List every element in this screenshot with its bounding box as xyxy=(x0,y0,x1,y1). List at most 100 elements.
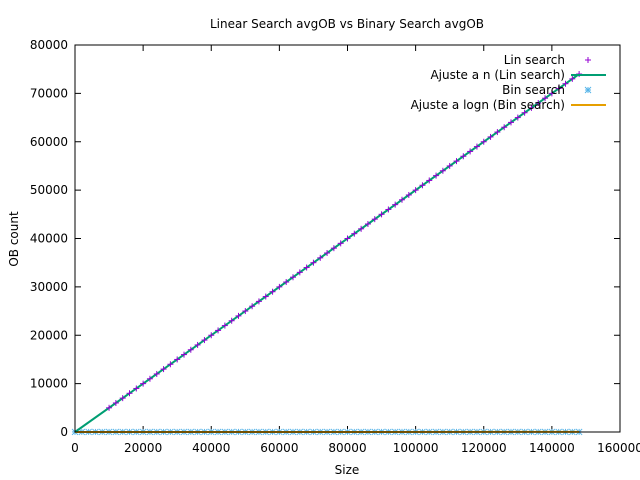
data-point xyxy=(106,404,113,411)
data-point xyxy=(426,177,433,184)
x-tick-label: 60000 xyxy=(260,441,298,455)
data-point xyxy=(412,187,419,194)
legend-key xyxy=(584,86,592,94)
data-point xyxy=(249,303,256,310)
data-point xyxy=(133,385,140,392)
data-point xyxy=(262,293,269,300)
data-point xyxy=(542,95,549,102)
y-tick-label: 80000 xyxy=(30,38,68,52)
data-point xyxy=(521,109,528,116)
x-tick-label: 140000 xyxy=(529,441,575,455)
y-tick-label: 30000 xyxy=(30,280,68,294)
data-point xyxy=(528,104,535,111)
data-point xyxy=(344,235,351,242)
data-point xyxy=(126,390,133,397)
data-point xyxy=(569,75,576,82)
data-point xyxy=(174,356,181,363)
data-point xyxy=(255,298,262,305)
x-tick-label: 0 xyxy=(71,441,79,455)
data-point xyxy=(494,129,501,136)
y-tick-label: 20000 xyxy=(30,328,68,342)
data-point xyxy=(324,250,331,257)
data-point xyxy=(146,375,153,382)
data-point xyxy=(548,90,555,97)
data-point xyxy=(235,312,242,319)
data-point xyxy=(112,399,119,406)
data-point xyxy=(562,80,569,87)
data-point xyxy=(208,332,215,339)
legend-key xyxy=(585,57,591,63)
data-point xyxy=(501,124,508,131)
data-point xyxy=(399,196,405,203)
data-point xyxy=(276,283,283,290)
data-point xyxy=(467,148,474,155)
data-point xyxy=(187,346,194,353)
x-axis-label: Size xyxy=(335,463,360,477)
plot-frame xyxy=(74,44,621,433)
data-point xyxy=(480,138,487,145)
data-point xyxy=(194,341,201,348)
data-point xyxy=(371,216,378,223)
x-tick-label: 20000 xyxy=(124,441,162,455)
data-point xyxy=(242,308,249,315)
data-point xyxy=(283,279,290,286)
chart-title: Linear Search avgOB vs Binary Search avg… xyxy=(210,17,484,31)
data-point xyxy=(290,274,296,281)
data-point xyxy=(535,100,542,107)
data-point xyxy=(385,206,392,213)
tick-layer: 0 20000 40000 60000 80000 100000 120000 140000 1… xyxy=(30,38,640,455)
data-point xyxy=(405,191,412,198)
data-point xyxy=(446,162,453,169)
data-point xyxy=(296,269,303,276)
data-point xyxy=(181,351,187,358)
data-point xyxy=(351,230,358,237)
legend-label: Bin search xyxy=(502,83,565,97)
data-point xyxy=(487,133,494,140)
data-point xyxy=(269,288,276,295)
data-point xyxy=(160,366,167,373)
data-point xyxy=(358,225,365,232)
data-point xyxy=(153,370,160,377)
y-tick-label: 40000 xyxy=(30,232,68,246)
series-points-lin-search xyxy=(106,71,583,411)
data-point xyxy=(419,182,426,189)
data-point xyxy=(453,158,460,165)
data-point xyxy=(317,254,324,261)
x-tick-label: 40000 xyxy=(192,441,230,455)
data-point xyxy=(473,143,480,150)
data-point xyxy=(433,172,440,179)
data-point xyxy=(508,119,514,126)
data-point xyxy=(460,153,467,160)
data-point xyxy=(514,114,521,121)
data-point xyxy=(310,259,317,266)
data-point xyxy=(201,337,208,344)
data-point xyxy=(555,85,562,92)
legend-label: Lin search xyxy=(504,53,565,67)
y-tick-label: 50000 xyxy=(30,183,68,197)
data-point xyxy=(364,220,371,227)
data-point xyxy=(215,327,222,334)
data-point xyxy=(337,240,344,247)
data-point xyxy=(119,395,126,402)
x-tick-label: 160000 xyxy=(597,441,640,455)
y-axis-label: OB count xyxy=(7,211,21,267)
data-point xyxy=(303,264,310,271)
y-tick-label: 60000 xyxy=(30,135,68,149)
y-tick-label: 10000 xyxy=(30,377,68,391)
legend-label: Ajuste a n (Lin search) xyxy=(430,68,565,82)
x-tick-label: 100000 xyxy=(393,441,439,455)
data-point xyxy=(221,322,228,329)
data-point xyxy=(439,167,446,174)
legend-label: Ajuste a logn (Bin search) xyxy=(411,98,565,112)
x-tick-label: 80000 xyxy=(328,441,366,455)
data-point xyxy=(167,361,174,368)
x-tick-label: 120000 xyxy=(461,441,507,455)
data-point xyxy=(378,211,385,218)
y-tick-label: 70000 xyxy=(30,86,68,100)
y-tick-label: 0 xyxy=(60,425,68,439)
data-point xyxy=(330,245,337,252)
data-point xyxy=(228,317,235,324)
data-point xyxy=(392,201,399,208)
